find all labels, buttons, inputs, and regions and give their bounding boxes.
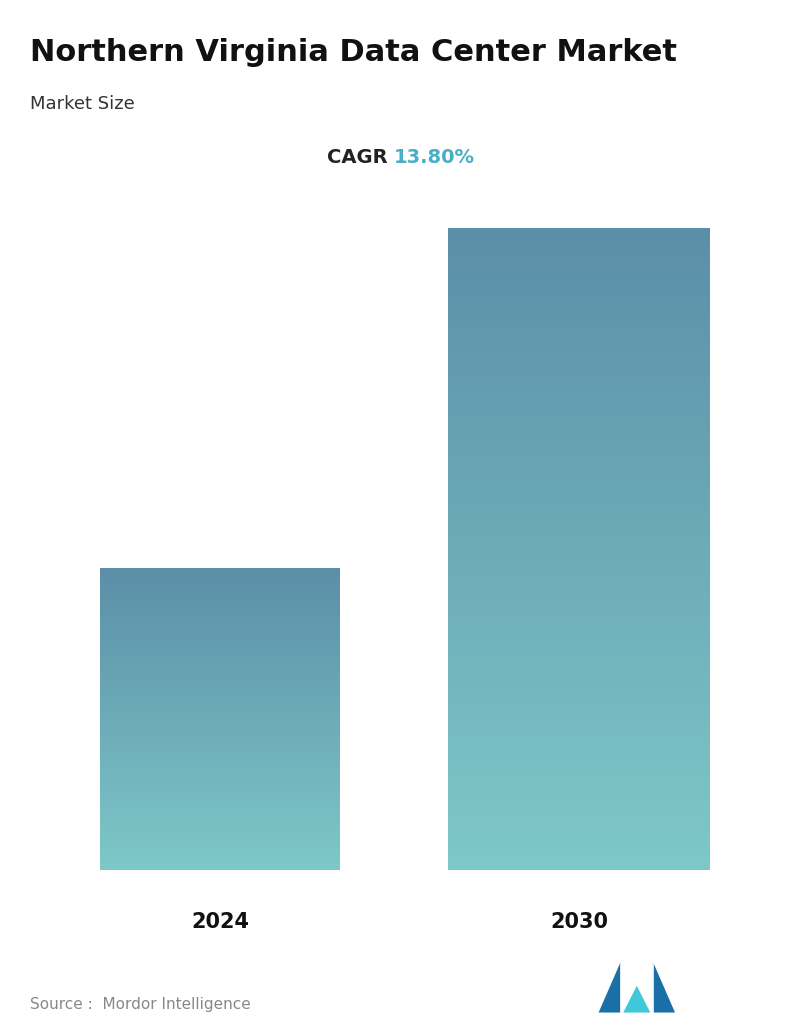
Text: 2024: 2024 bbox=[191, 912, 249, 932]
Polygon shape bbox=[623, 985, 650, 1012]
Text: CAGR: CAGR bbox=[326, 148, 394, 168]
Text: Northern Virginia Data Center Market: Northern Virginia Data Center Market bbox=[30, 38, 677, 67]
Text: 2030: 2030 bbox=[550, 912, 608, 932]
Polygon shape bbox=[599, 962, 621, 1012]
Text: Source :  Mordor Intelligence: Source : Mordor Intelligence bbox=[30, 997, 251, 1012]
Polygon shape bbox=[653, 962, 675, 1012]
Text: Market Size: Market Size bbox=[30, 95, 135, 113]
Text: 13.80%: 13.80% bbox=[394, 148, 475, 168]
